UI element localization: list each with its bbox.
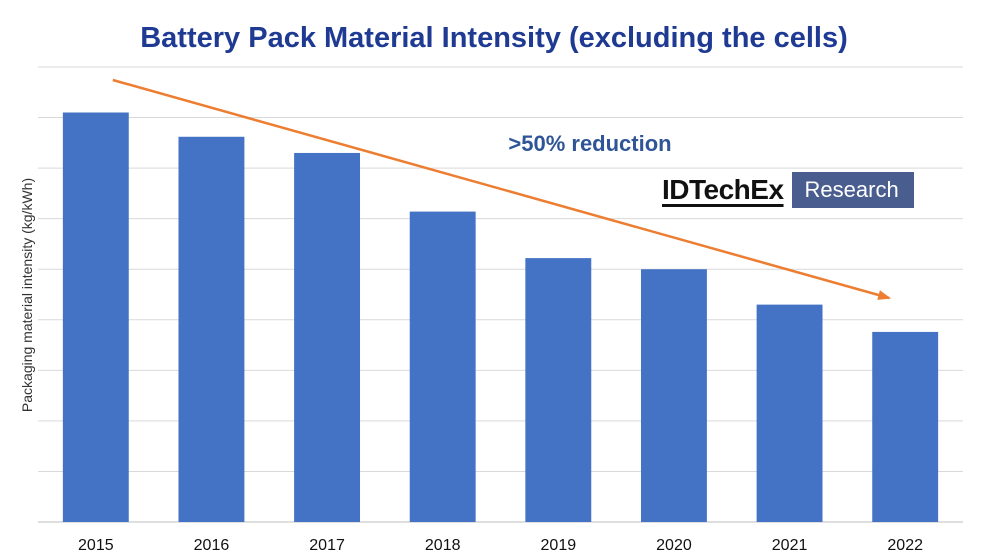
x-tick-labels: 2015 2016 2017 2018 2019 2020 2021 2022	[78, 537, 923, 554]
chart-title: Battery Pack Material Intensity (excludi…	[140, 22, 848, 54]
gridlines	[38, 66, 963, 523]
trend-arrow-line	[112, 78, 890, 300]
bar-2022	[872, 331, 939, 522]
idtechex-logo: IDTechEx Research	[662, 172, 914, 208]
x-tick-label-2015: 2015	[78, 537, 114, 554]
y-axis-label: Packaging material intensity (kg/kWh)	[19, 178, 35, 412]
bar-2015	[62, 112, 129, 522]
bar-2020	[640, 269, 707, 522]
x-tick-label-2021: 2021	[772, 537, 808, 554]
bar-2016	[178, 136, 245, 522]
trend-arrow	[112, 78, 892, 300]
x-tick-label-2017: 2017	[309, 537, 345, 554]
logo-research-badge: Research	[791, 172, 914, 208]
bars	[62, 112, 939, 523]
reduction-annotation: >50% reduction	[508, 131, 671, 156]
x-tick-label-2018: 2018	[425, 537, 461, 554]
x-tick-label-2016: 2016	[194, 537, 230, 554]
bar-2019	[525, 258, 592, 522]
bar-2018	[409, 211, 476, 523]
x-tick-label-2020: 2020	[656, 537, 692, 554]
x-tick-label-2019: 2019	[541, 537, 577, 554]
bar-2017	[294, 152, 361, 522]
logo-brand-text: IDTechEx	[662, 174, 784, 205]
x-tick-label-2022: 2022	[887, 537, 923, 554]
bar-2021	[756, 304, 823, 522]
trend-arrow-head	[877, 290, 892, 300]
